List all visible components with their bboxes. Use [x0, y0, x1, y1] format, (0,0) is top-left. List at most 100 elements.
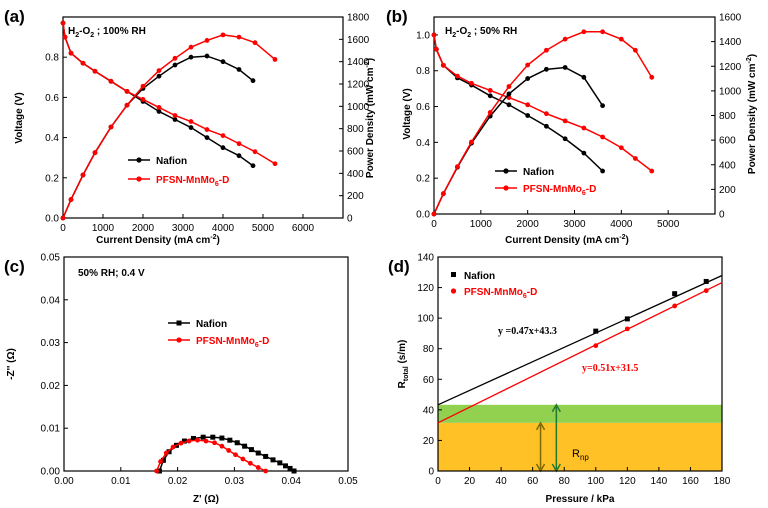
data-point — [92, 68, 98, 74]
y2-tick-label: 200 — [719, 185, 736, 196]
data-point — [62, 34, 68, 40]
data-point — [178, 440, 184, 446]
data-point — [156, 109, 162, 114]
data-point — [672, 291, 678, 297]
rnp-band-1 — [438, 404, 722, 423]
data-point — [212, 440, 217, 446]
y2-tick-label: 200 — [347, 191, 364, 202]
y-tick-label: 140 — [417, 253, 434, 264]
data-point — [140, 83, 146, 89]
data-point — [163, 450, 169, 456]
data-point — [236, 34, 242, 40]
y-tick-label: 20 — [423, 436, 435, 447]
data-point — [191, 435, 197, 441]
data-point — [272, 161, 278, 167]
data-point — [277, 460, 283, 466]
y-tick-label: 100 — [417, 314, 434, 325]
data-point — [562, 118, 568, 124]
x-tick-label: 0.01 — [111, 476, 131, 487]
x-tick-label: 0.03 — [225, 476, 245, 487]
data-point — [255, 450, 261, 456]
panel-a: (a) H2-O2 ; 100% RH 0 1000 2000 3000 4000 500… — [4, 7, 376, 246]
data-point — [195, 437, 200, 443]
data-point — [236, 153, 242, 159]
x-tick-label: 0.05 — [338, 476, 358, 487]
data-point — [624, 316, 630, 322]
panel-b-ylabel: Voltage (V) — [402, 88, 413, 139]
data-point — [172, 55, 178, 61]
data-point — [263, 468, 269, 474]
panel-c-label: (c) — [4, 257, 25, 276]
data-point — [544, 123, 549, 129]
y-tick-label: 0.4 — [45, 133, 59, 144]
y-tick-label: 0.05 — [41, 253, 61, 264]
legend-d-nafion: Nafion — [464, 271, 495, 282]
data-point — [188, 44, 194, 50]
plot-frame — [437, 256, 723, 472]
panel-a-xlabel: Current Density (mA cm-2) — [96, 234, 220, 246]
data-point — [200, 434, 206, 440]
y-tick-label: 0.6 — [45, 93, 59, 104]
y-tick-label: 0.2 — [416, 174, 430, 185]
data-point — [455, 73, 460, 79]
y-tick-label: 0.4 — [416, 138, 430, 149]
data-point — [188, 125, 194, 130]
data-point — [487, 88, 493, 93]
data-point — [487, 110, 493, 115]
data-point — [158, 459, 163, 464]
panel-d-legend: Nafion PFSN-MnMo6-D — [450, 271, 537, 300]
panel-d-label: (d) — [388, 257, 410, 276]
panel-a-axes: 0 1000 2000 3000 4000 5000 60000.00.20.40.60.8… — [45, 13, 370, 235]
y-tick-label: 0.0 — [45, 214, 59, 225]
legend-c-nafion: Nafion — [196, 319, 227, 330]
data-point — [170, 444, 176, 450]
data-point — [624, 326, 630, 332]
y-tick-label: 0.2 — [45, 173, 59, 184]
data-point — [506, 102, 512, 108]
data-point — [649, 74, 655, 80]
data-point — [562, 65, 568, 70]
data-point — [506, 91, 512, 97]
y2-tick-label: 800 — [347, 124, 364, 135]
y-tick-label: 0.02 — [41, 381, 61, 392]
y-tick-label: 0.8 — [416, 66, 430, 77]
panel-d: (d) 0 20 40 60 80 100 120 140 160 180 0 20 40 60 80 100… — [388, 253, 731, 506]
data-point — [181, 438, 187, 444]
data-point — [270, 457, 276, 463]
data-point — [291, 468, 297, 474]
data-point — [593, 343, 599, 349]
x-tick-label: 0 — [431, 219, 437, 230]
data-point — [252, 149, 258, 155]
data-point — [172, 62, 178, 68]
data-point — [204, 53, 210, 59]
data-point — [124, 88, 130, 94]
data-point — [204, 38, 210, 43]
data-point — [600, 29, 605, 35]
data-point — [140, 97, 146, 102]
data-point — [92, 150, 98, 156]
data-point — [248, 447, 254, 453]
data-point — [632, 47, 638, 53]
data-point — [236, 67, 242, 72]
y-tick-label: 0.04 — [41, 295, 61, 306]
series-line-3 — [62, 34, 276, 219]
data-point — [156, 73, 162, 79]
y2-tick-label: 0 — [719, 210, 725, 221]
data-point — [562, 36, 568, 42]
x-tick-label: 2000 — [517, 219, 540, 230]
x-tick-label: 3000 — [172, 223, 195, 234]
panel-a-legend: Nafion PFSN-MnMo6-D — [128, 156, 229, 188]
panel-c-axes: 0.00 0.01 0.02 0.03 0.04 0.05 0.00 0.01 0.02 0.03… — [41, 253, 359, 488]
y2-tick-label: 0 — [347, 214, 353, 225]
x-tick-label: 120 — [619, 476, 636, 487]
data-point — [68, 197, 74, 202]
fit-label-pfsn: y=0.51x+31.5 — [582, 363, 638, 374]
data-point — [600, 103, 605, 109]
legend-b-pfsn: PFSN-MnMo6-D — [523, 184, 596, 197]
data-point — [562, 136, 568, 142]
x-tick-label: 2000 — [132, 223, 155, 234]
legend-d-pfsn: PFSN-MnMo6-D — [464, 287, 537, 300]
data-point — [255, 465, 261, 470]
y2-tick-label: 1400 — [347, 57, 370, 68]
